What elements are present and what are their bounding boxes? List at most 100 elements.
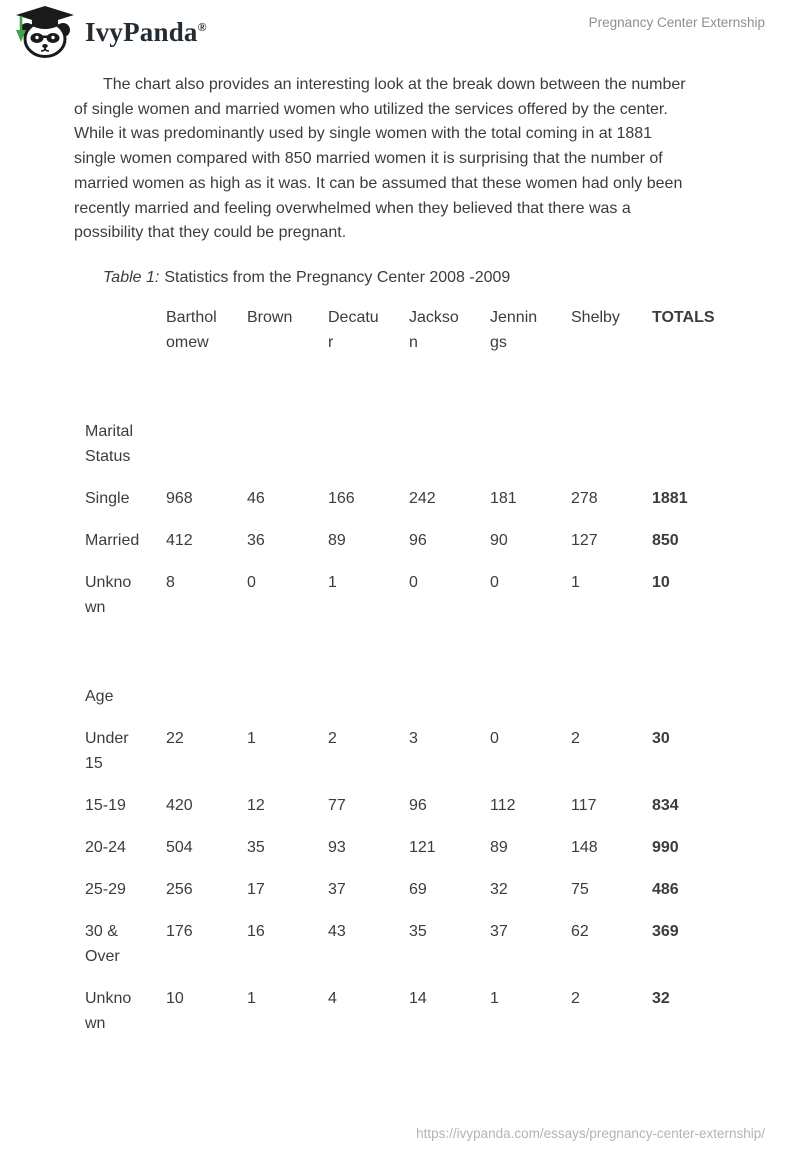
data-cell: 22 [166, 729, 184, 747]
empty-cell [166, 411, 247, 478]
row-label: Married [85, 531, 140, 549]
page-header: IvyPanda® Pregnancy Center Externship [0, 0, 800, 58]
data-row: 20-24 504 35 93 121 89 148 990 [85, 827, 749, 869]
table-caption-text: Statistics from the Pregnancy Center 200… [164, 268, 511, 286]
data-cell: 1 [490, 989, 499, 1007]
data-row: 30 & Over 176 16 43 35 37 62 369 [85, 911, 749, 978]
data-cell: 504 [166, 838, 193, 856]
empty-cell [571, 411, 652, 478]
data-cell: 4 [328, 989, 337, 1007]
empty-cell [247, 411, 328, 478]
data-cell: 0 [490, 573, 499, 591]
spacer-cell [85, 629, 749, 676]
data-row: Single 968 46 166 242 181 278 1881 [85, 478, 749, 520]
data-cell: 181 [490, 489, 517, 507]
table-header-row: Bartholomew Brown Decatur Jackson Jennings Sh… [85, 297, 749, 364]
data-row: 25-29 256 17 37 69 32 75 486 [85, 869, 749, 911]
data-cell: 89 [328, 531, 346, 549]
empty-cell [328, 676, 409, 718]
total-cell: 990 [652, 838, 679, 856]
data-cell: 32 [490, 880, 508, 898]
data-cell: 2 [571, 989, 580, 1007]
table-caption: Table 1: Statistics from the Pregnancy Ce… [74, 265, 800, 290]
empty-cell [247, 676, 328, 718]
data-cell: 14 [409, 989, 427, 1007]
column-header-jennings: Jennings [490, 308, 538, 351]
row-label: 20-24 [85, 838, 126, 856]
row-label: 15-19 [85, 796, 126, 814]
data-cell: 412 [166, 531, 193, 549]
row-label: Unknown [85, 573, 132, 616]
data-cell: 75 [571, 880, 589, 898]
data-cell: 148 [571, 838, 598, 856]
empty-cell [409, 676, 490, 718]
data-cell: 256 [166, 880, 193, 898]
spacer-row [85, 364, 749, 411]
data-cell: 2 [328, 729, 337, 747]
column-header-jackson: Jackson [409, 308, 459, 351]
data-row: 15-19 420 12 77 96 112 117 834 [85, 785, 749, 827]
data-cell: 1 [328, 573, 337, 591]
running-head-title: Pregnancy Center Externship [588, 15, 765, 30]
panda-graduation-cap-icon [16, 6, 74, 58]
total-cell: 850 [652, 531, 679, 549]
data-cell: 77 [328, 796, 346, 814]
registered-mark: ® [197, 20, 207, 34]
document-body: The chart also provides an interesting l… [74, 73, 800, 1045]
data-cell: 89 [490, 838, 508, 856]
data-cell: 17 [247, 880, 265, 898]
total-cell: 486 [652, 880, 679, 898]
total-cell: 10 [652, 573, 670, 591]
statistics-table: Bartholomew Brown Decatur Jackson Jennings Sh… [85, 297, 749, 1045]
section-label: Age [85, 687, 114, 705]
data-cell: 8 [166, 573, 175, 591]
data-cell: 16 [247, 922, 265, 940]
total-cell: 30 [652, 729, 670, 747]
column-header-empty [85, 297, 166, 364]
row-label: Single [85, 489, 130, 507]
data-cell: 278 [571, 489, 598, 507]
data-cell: 1 [571, 573, 580, 591]
data-cell: 127 [571, 531, 598, 549]
data-cell: 36 [247, 531, 265, 549]
data-cell: 0 [247, 573, 256, 591]
data-cell: 96 [409, 531, 427, 549]
section-label: Marital Status [85, 422, 134, 465]
total-cell: 1881 [652, 489, 688, 507]
data-cell: 176 [166, 922, 193, 940]
data-row: Unknown 8 0 1 0 0 1 10 [85, 562, 749, 629]
data-row: Unknown 10 1 4 14 1 2 32 [85, 978, 749, 1045]
data-cell: 112 [490, 796, 516, 814]
brand-text: IvyPanda [85, 17, 198, 47]
data-cell: 96 [409, 796, 427, 814]
empty-cell [490, 676, 571, 718]
data-cell: 93 [328, 838, 346, 856]
section-row: Marital Status [85, 411, 749, 478]
brand-name: IvyPanda® [85, 6, 207, 58]
data-cell: 420 [166, 796, 193, 814]
data-cell: 43 [328, 922, 346, 940]
section-row: Age [85, 676, 749, 718]
empty-cell [409, 411, 490, 478]
empty-cell [328, 411, 409, 478]
data-cell: 35 [247, 838, 265, 856]
data-cell: 121 [409, 838, 436, 856]
data-row: Married 412 36 89 96 90 127 850 [85, 520, 749, 562]
data-cell: 37 [490, 922, 508, 940]
empty-cell [571, 676, 652, 718]
total-cell: 834 [652, 796, 679, 814]
spacer-cell [85, 364, 749, 411]
data-cell: 1 [247, 729, 256, 747]
row-label: 25-29 [85, 880, 126, 898]
data-cell: 1 [247, 989, 256, 1007]
data-cell: 242 [409, 489, 436, 507]
data-cell: 35 [409, 922, 427, 940]
source-url[interactable]: https://ivypanda.com/essays/pregnancy-ce… [416, 1126, 765, 1141]
column-header-totals: TOTALS [652, 308, 715, 326]
column-header-decatur: Decatur [328, 308, 379, 351]
data-cell: 62 [571, 922, 589, 940]
row-label: Unknown [85, 989, 132, 1032]
data-cell: 10 [166, 989, 184, 1007]
data-cell: 12 [247, 796, 265, 814]
